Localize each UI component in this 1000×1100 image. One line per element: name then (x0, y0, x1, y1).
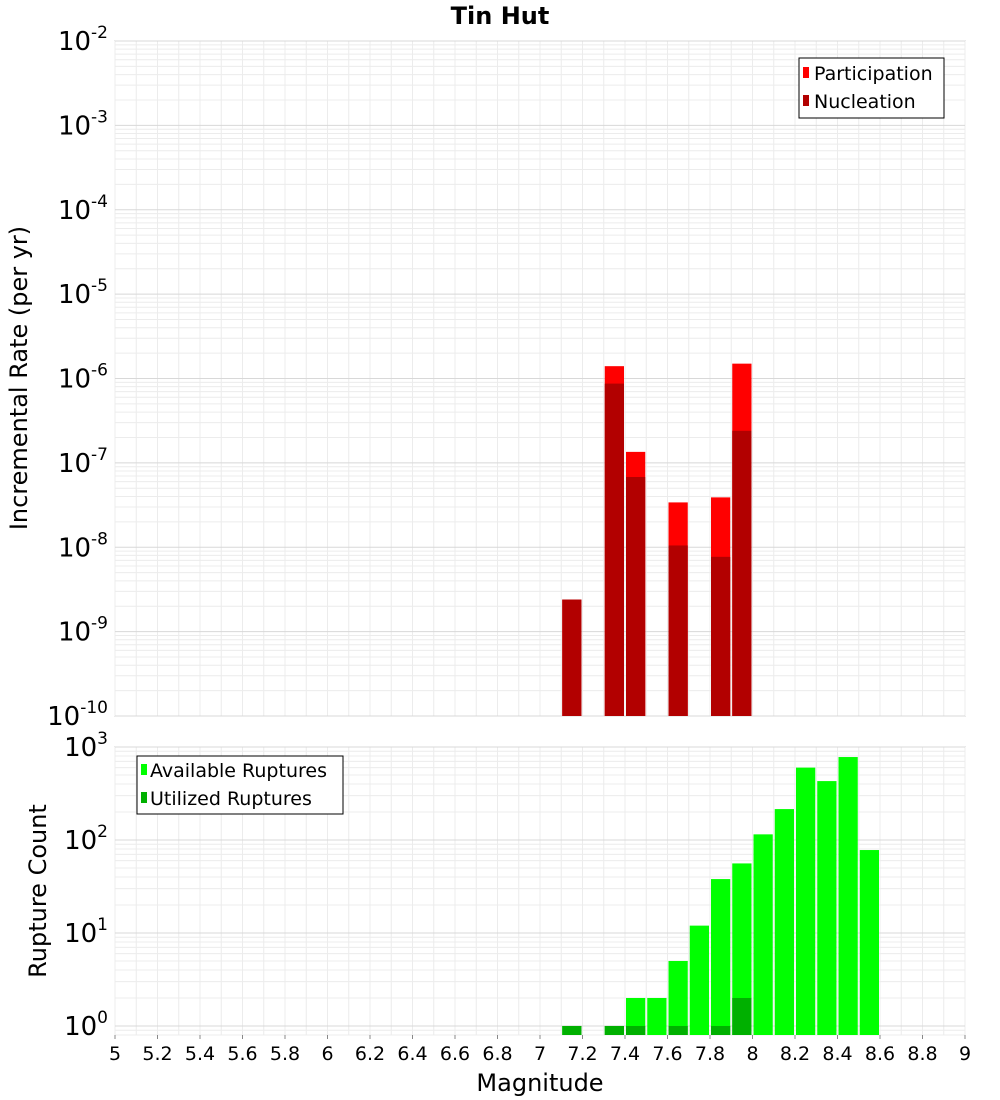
utilized-ruptures-bar (626, 1025, 646, 1035)
y-tick-label: 10-5 (58, 276, 108, 310)
y-tick-label: 10-10 (47, 698, 108, 732)
y-tick-label: 10-9 (58, 614, 108, 648)
y-tick-label: 10-6 (58, 361, 108, 395)
x-tick-label: 6.2 (355, 1043, 385, 1065)
count-plot-bars (562, 757, 879, 1035)
x-tick-label: 9 (959, 1043, 971, 1065)
available-ruptures-bar (689, 925, 709, 1035)
x-tick-label: 5 (109, 1043, 121, 1065)
y-tick-label: 100 (64, 1008, 108, 1042)
utilized-ruptures-bar (711, 1025, 731, 1035)
x-tick-label: 8 (746, 1043, 758, 1065)
available-ruptures-bar (732, 863, 752, 1035)
chart-title: Tin Hut (451, 2, 550, 30)
x-tick-label: 5.8 (270, 1043, 300, 1065)
nucleation-bar (711, 556, 731, 716)
x-tick-label: 7.4 (610, 1043, 640, 1065)
x-tick-label: 6.6 (440, 1043, 470, 1065)
available-ruptures-bar (859, 850, 879, 1035)
x-tick-label: 5.4 (185, 1043, 215, 1065)
nucleation-bar (668, 545, 688, 716)
x-tick-label: 6.4 (397, 1043, 427, 1065)
rate-plot-bars (562, 363, 752, 716)
available-ruptures-bar (668, 960, 688, 1035)
y-tick-label: 103 (64, 729, 108, 763)
utilized-ruptures-bar (732, 997, 752, 1035)
x-tick-label: 7 (534, 1043, 546, 1065)
y-tick-label: 10-7 (58, 445, 108, 479)
participation-legend-label: Participation (814, 63, 933, 85)
rate-y-axis-label: Incremental Rate (per yr) (5, 226, 33, 530)
count-legend: Available Ruptures Utilized Ruptures (136, 755, 344, 815)
x-tick-label: 6.8 (482, 1043, 512, 1065)
y-tick-label: 102 (64, 822, 108, 856)
x-axis-ticks: 5 5.2 5.4 5.6 5.8 6 6.2 6.4 6.6 6.8 7 7.2 7.4 7.6 7.8 8… (109, 1035, 971, 1065)
available-ruptures-bar (838, 757, 858, 1035)
x-tick-label: 5.2 (142, 1043, 172, 1065)
available-ruptures-bar (647, 997, 667, 1035)
available-ruptures-bar (711, 879, 731, 1035)
utilized-ruptures-bar (668, 1025, 688, 1035)
rate-plot-grid (114, 40, 966, 717)
y-tick-label: 10-3 (58, 107, 108, 141)
nucleation-legend-label: Nucleation (814, 91, 916, 113)
y-tick-label: 101 (64, 915, 108, 949)
nucleation-bar (732, 430, 752, 716)
x-tick-label: 8.8 (907, 1043, 937, 1065)
nucleation-legend-swatch (803, 95, 809, 106)
x-tick-label: 5.6 (227, 1043, 257, 1065)
available-ruptures-bar (817, 781, 837, 1035)
count-legend-box (136, 755, 344, 815)
available-ruptures-bar (774, 809, 794, 1035)
rate-plot-y-ticks: 10-2 10-3 10-4 10-5 10-6 10-7 10-8 10-9 10-10 (47, 23, 108, 732)
y-tick-label: 10-4 (58, 192, 108, 226)
count-y-axis-label: Rupture Count (24, 804, 52, 978)
nucleation-bar (562, 599, 582, 716)
rate-legend-box (798, 57, 945, 119)
y-tick-label: 10-2 (58, 23, 108, 57)
nucleation-bar (604, 383, 624, 716)
nucleation-bar (626, 477, 646, 716)
utilized-ruptures-bar (562, 1025, 582, 1035)
x-tick-label: 8.6 (865, 1043, 895, 1065)
available-ruptures-bar (626, 997, 646, 1035)
utilized-ruptures-legend-swatch (141, 792, 147, 803)
x-axis-label: Magnitude (476, 1069, 603, 1097)
x-tick-label: 7.2 (567, 1043, 597, 1065)
x-tick-label: 7.8 (695, 1043, 725, 1065)
available-ruptures-legend-swatch (141, 764, 147, 775)
utilized-ruptures-bar (604, 1025, 624, 1035)
x-tick-label: 8.4 (822, 1043, 852, 1065)
utilized-ruptures-legend-label: Utilized Ruptures (150, 788, 312, 810)
y-tick-label: 10-8 (58, 529, 108, 563)
x-tick-label: 7.6 (652, 1043, 682, 1065)
x-tick-label: 8.2 (780, 1043, 810, 1065)
participation-legend-swatch (803, 67, 809, 78)
rate-legend: Participation Nucleation (798, 57, 945, 119)
count-plot-y-ticks: 103 102 101 100 (64, 729, 108, 1042)
x-tick-label: 6 (321, 1043, 333, 1065)
available-ruptures-bar (753, 834, 773, 1035)
available-ruptures-legend-label: Available Ruptures (150, 760, 327, 782)
available-ruptures-bar (796, 767, 816, 1035)
